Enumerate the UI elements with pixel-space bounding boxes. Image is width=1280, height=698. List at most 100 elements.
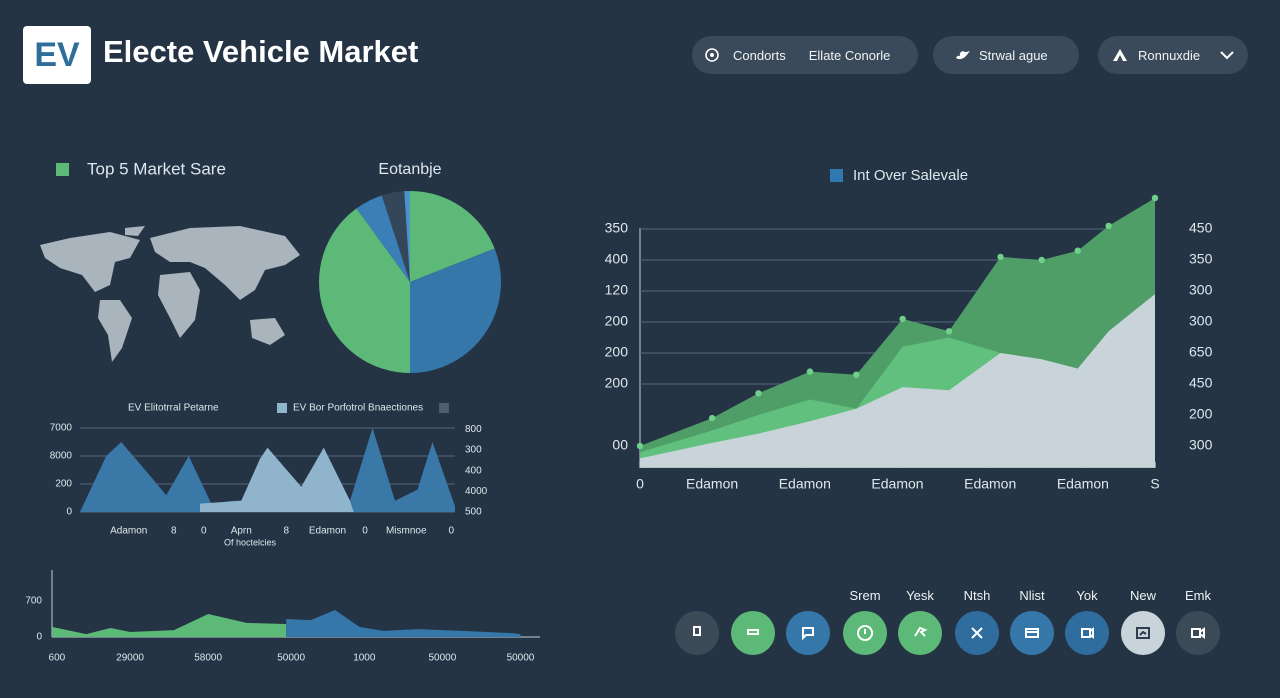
y2-tick-label: 800: [465, 424, 482, 435]
area: [52, 613, 287, 637]
area: [200, 447, 354, 512]
x-tick-label: 50000: [507, 653, 535, 664]
tool-label: Yesk: [906, 588, 934, 603]
legend-swatch: [830, 169, 843, 182]
tool-label: New: [1129, 588, 1156, 603]
x-tick-label: Aprn: [231, 526, 252, 537]
x-tick-label: 58000: [194, 653, 222, 664]
y-tick-label: 0: [66, 507, 72, 518]
y-tick-label: 120: [605, 282, 629, 298]
logo: EV: [23, 26, 91, 84]
y-tick-label: 350: [605, 220, 629, 236]
y-tick-label: 200: [605, 375, 629, 391]
tool-icon: [971, 627, 983, 639]
tool-button[interactable]: [1121, 611, 1165, 655]
x-tick-label: Edamon: [964, 475, 1016, 491]
point: [945, 328, 953, 335]
y-tick-label: 200: [605, 344, 629, 360]
nav-item[interactable]: Ronnuxdie: [1138, 47, 1201, 63]
point: [636, 442, 644, 450]
y2-tick-label: 400: [465, 465, 482, 476]
y2-tick-label: 300: [1189, 437, 1213, 453]
tool-icon: [914, 626, 928, 637]
legend-swatch: [439, 403, 449, 413]
tool-button[interactable]: [731, 611, 775, 655]
legend-label: Int Over Salevale: [853, 167, 968, 184]
tool-button[interactable]: [1176, 611, 1220, 655]
nav-item[interactable]: Condorts: [733, 47, 786, 63]
x-tick-label: 0: [636, 475, 644, 491]
x-tick-label: Mismnoe: [386, 526, 427, 537]
tool-icon: [1025, 628, 1039, 638]
pie-slice: [410, 248, 501, 373]
x-tick-label: Edamon: [309, 526, 346, 537]
tool-button[interactable]: [955, 611, 999, 655]
tool-button[interactable]: [1010, 611, 1054, 655]
y2-tick-label: 650: [1189, 344, 1213, 360]
tool-button[interactable]: [1065, 611, 1109, 655]
x-tick-label: Edamon: [871, 475, 923, 491]
y-tick-label: 200: [605, 313, 629, 329]
chevron: [1220, 51, 1234, 60]
y2-tick-label: 300: [1189, 313, 1213, 329]
point: [806, 368, 814, 375]
point: [997, 253, 1004, 261]
tool-label: Emk: [1185, 588, 1211, 603]
y-tick-label: 200: [55, 479, 72, 490]
y2-tick-label: 200: [1189, 406, 1213, 422]
y-tick-label: 400: [605, 251, 629, 267]
tool-button[interactable]: [786, 611, 830, 655]
tool-icon: [1136, 627, 1150, 639]
y2-tick-label: 300: [465, 445, 482, 456]
y2-tick-label: 300: [1189, 282, 1213, 298]
tool-button[interactable]: [675, 611, 719, 655]
tool-icon: [802, 627, 814, 641]
pie-slice: [404, 191, 410, 282]
point: [1151, 194, 1159, 202]
x-tick-label: 50000: [277, 653, 305, 664]
point: [1038, 256, 1045, 264]
tool-icon: [1191, 627, 1205, 639]
tool-label: Nlist: [1019, 588, 1045, 603]
area: [286, 610, 521, 637]
x-tick-label: 0: [362, 526, 368, 537]
tool-button[interactable]: [898, 611, 942, 655]
x-tick-label: 1000: [353, 653, 376, 664]
x-tick-label: 8: [171, 526, 177, 537]
nav-dropdown[interactable]: Ronnuxdie: [1098, 36, 1248, 74]
point: [708, 414, 716, 422]
area: [80, 428, 455, 512]
x-tick-label: Edamon: [779, 475, 831, 491]
pie-slice: [381, 191, 410, 282]
tool-label: Srem: [849, 588, 881, 603]
x-tick-label: 8: [283, 526, 289, 537]
nav-item[interactable]: Ellate Conorle: [808, 47, 891, 63]
nav-group[interactable]: Condorts Ellate Conorle: [692, 36, 918, 74]
tool-label: Yok: [1076, 588, 1098, 603]
x-tick-label: Edamon: [686, 475, 738, 491]
x-axis-note: Of hoctelcies: [224, 537, 277, 547]
pie-slice: [319, 208, 410, 373]
y2-tick-label: 500: [465, 507, 482, 518]
nav-item[interactable]: Strwal ague: [979, 47, 1048, 63]
tool-button[interactable]: [843, 611, 887, 655]
chart-title: Top 5 Market Sare: [87, 159, 226, 178]
point: [1105, 222, 1112, 230]
y-tick-label: 700: [25, 596, 42, 607]
x-tick-label: 29000: [116, 653, 144, 664]
point: [755, 390, 762, 397]
tool-icon: [1081, 627, 1094, 639]
legend-label: EV Elitotrral Petarne: [128, 403, 219, 414]
nav-button[interactable]: Strwal ague: [933, 36, 1079, 74]
tool-icon: [747, 629, 759, 635]
tool-icon: [693, 626, 701, 636]
tool-icon: [857, 625, 874, 641]
y-tick-label: 00: [612, 437, 628, 453]
nav-icon: [705, 48, 719, 62]
y2-tick-label: 450: [1189, 220, 1213, 236]
y2-tick-label: 350: [1189, 251, 1213, 267]
nav-icon: [956, 51, 970, 60]
y-tick-label: 8000: [50, 451, 73, 462]
